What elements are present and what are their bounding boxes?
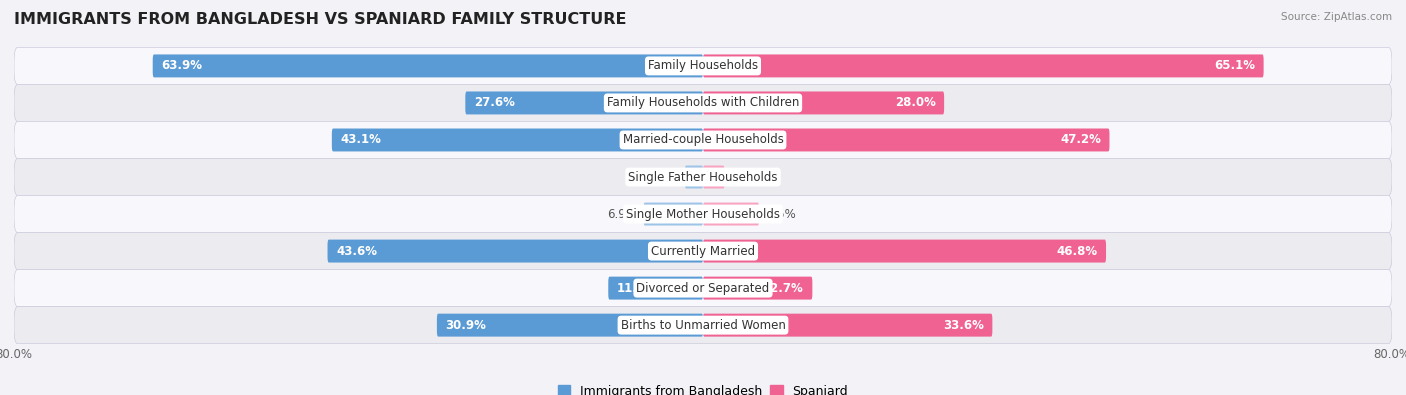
- Text: Source: ZipAtlas.com: Source: ZipAtlas.com: [1281, 12, 1392, 22]
- Text: 65.1%: 65.1%: [1213, 59, 1256, 72]
- Text: 33.6%: 33.6%: [943, 319, 984, 332]
- FancyBboxPatch shape: [703, 92, 945, 115]
- Text: 6.9%: 6.9%: [607, 207, 637, 220]
- Text: 28.0%: 28.0%: [894, 96, 935, 109]
- FancyBboxPatch shape: [14, 158, 1392, 196]
- Text: 2.1%: 2.1%: [648, 171, 678, 184]
- FancyBboxPatch shape: [153, 55, 703, 77]
- Text: Family Households with Children: Family Households with Children: [607, 96, 799, 109]
- Text: 30.9%: 30.9%: [446, 319, 486, 332]
- Text: 46.8%: 46.8%: [1056, 245, 1098, 258]
- Text: 43.6%: 43.6%: [336, 245, 377, 258]
- FancyBboxPatch shape: [14, 85, 1392, 121]
- FancyBboxPatch shape: [609, 276, 703, 299]
- Legend: Immigrants from Bangladesh, Spaniard: Immigrants from Bangladesh, Spaniard: [553, 380, 853, 395]
- FancyBboxPatch shape: [465, 92, 703, 115]
- FancyBboxPatch shape: [703, 314, 993, 337]
- Text: IMMIGRANTS FROM BANGLADESH VS SPANIARD FAMILY STRUCTURE: IMMIGRANTS FROM BANGLADESH VS SPANIARD F…: [14, 12, 627, 27]
- FancyBboxPatch shape: [644, 203, 703, 226]
- FancyBboxPatch shape: [437, 314, 703, 337]
- Text: 47.2%: 47.2%: [1060, 134, 1101, 147]
- Text: 2.5%: 2.5%: [731, 171, 761, 184]
- Text: Currently Married: Currently Married: [651, 245, 755, 258]
- FancyBboxPatch shape: [703, 166, 724, 188]
- FancyBboxPatch shape: [703, 55, 1264, 77]
- Text: Single Father Households: Single Father Households: [628, 171, 778, 184]
- Text: Single Mother Households: Single Mother Households: [626, 207, 780, 220]
- FancyBboxPatch shape: [703, 203, 759, 226]
- FancyBboxPatch shape: [14, 269, 1392, 307]
- FancyBboxPatch shape: [328, 240, 703, 263]
- FancyBboxPatch shape: [332, 128, 703, 151]
- Text: 63.9%: 63.9%: [162, 59, 202, 72]
- FancyBboxPatch shape: [14, 233, 1392, 269]
- FancyBboxPatch shape: [703, 128, 1109, 151]
- FancyBboxPatch shape: [703, 240, 1107, 263]
- Text: 27.6%: 27.6%: [474, 96, 515, 109]
- Text: 43.1%: 43.1%: [340, 134, 381, 147]
- FancyBboxPatch shape: [14, 196, 1392, 233]
- Text: Births to Unmarried Women: Births to Unmarried Women: [620, 319, 786, 332]
- FancyBboxPatch shape: [14, 121, 1392, 158]
- Text: 12.7%: 12.7%: [763, 282, 804, 295]
- FancyBboxPatch shape: [14, 47, 1392, 85]
- Text: 11.0%: 11.0%: [617, 282, 658, 295]
- FancyBboxPatch shape: [685, 166, 703, 188]
- Text: Family Households: Family Households: [648, 59, 758, 72]
- FancyBboxPatch shape: [703, 276, 813, 299]
- Text: Married-couple Households: Married-couple Households: [623, 134, 783, 147]
- FancyBboxPatch shape: [14, 307, 1392, 344]
- Text: Divorced or Separated: Divorced or Separated: [637, 282, 769, 295]
- Text: 6.5%: 6.5%: [766, 207, 796, 220]
